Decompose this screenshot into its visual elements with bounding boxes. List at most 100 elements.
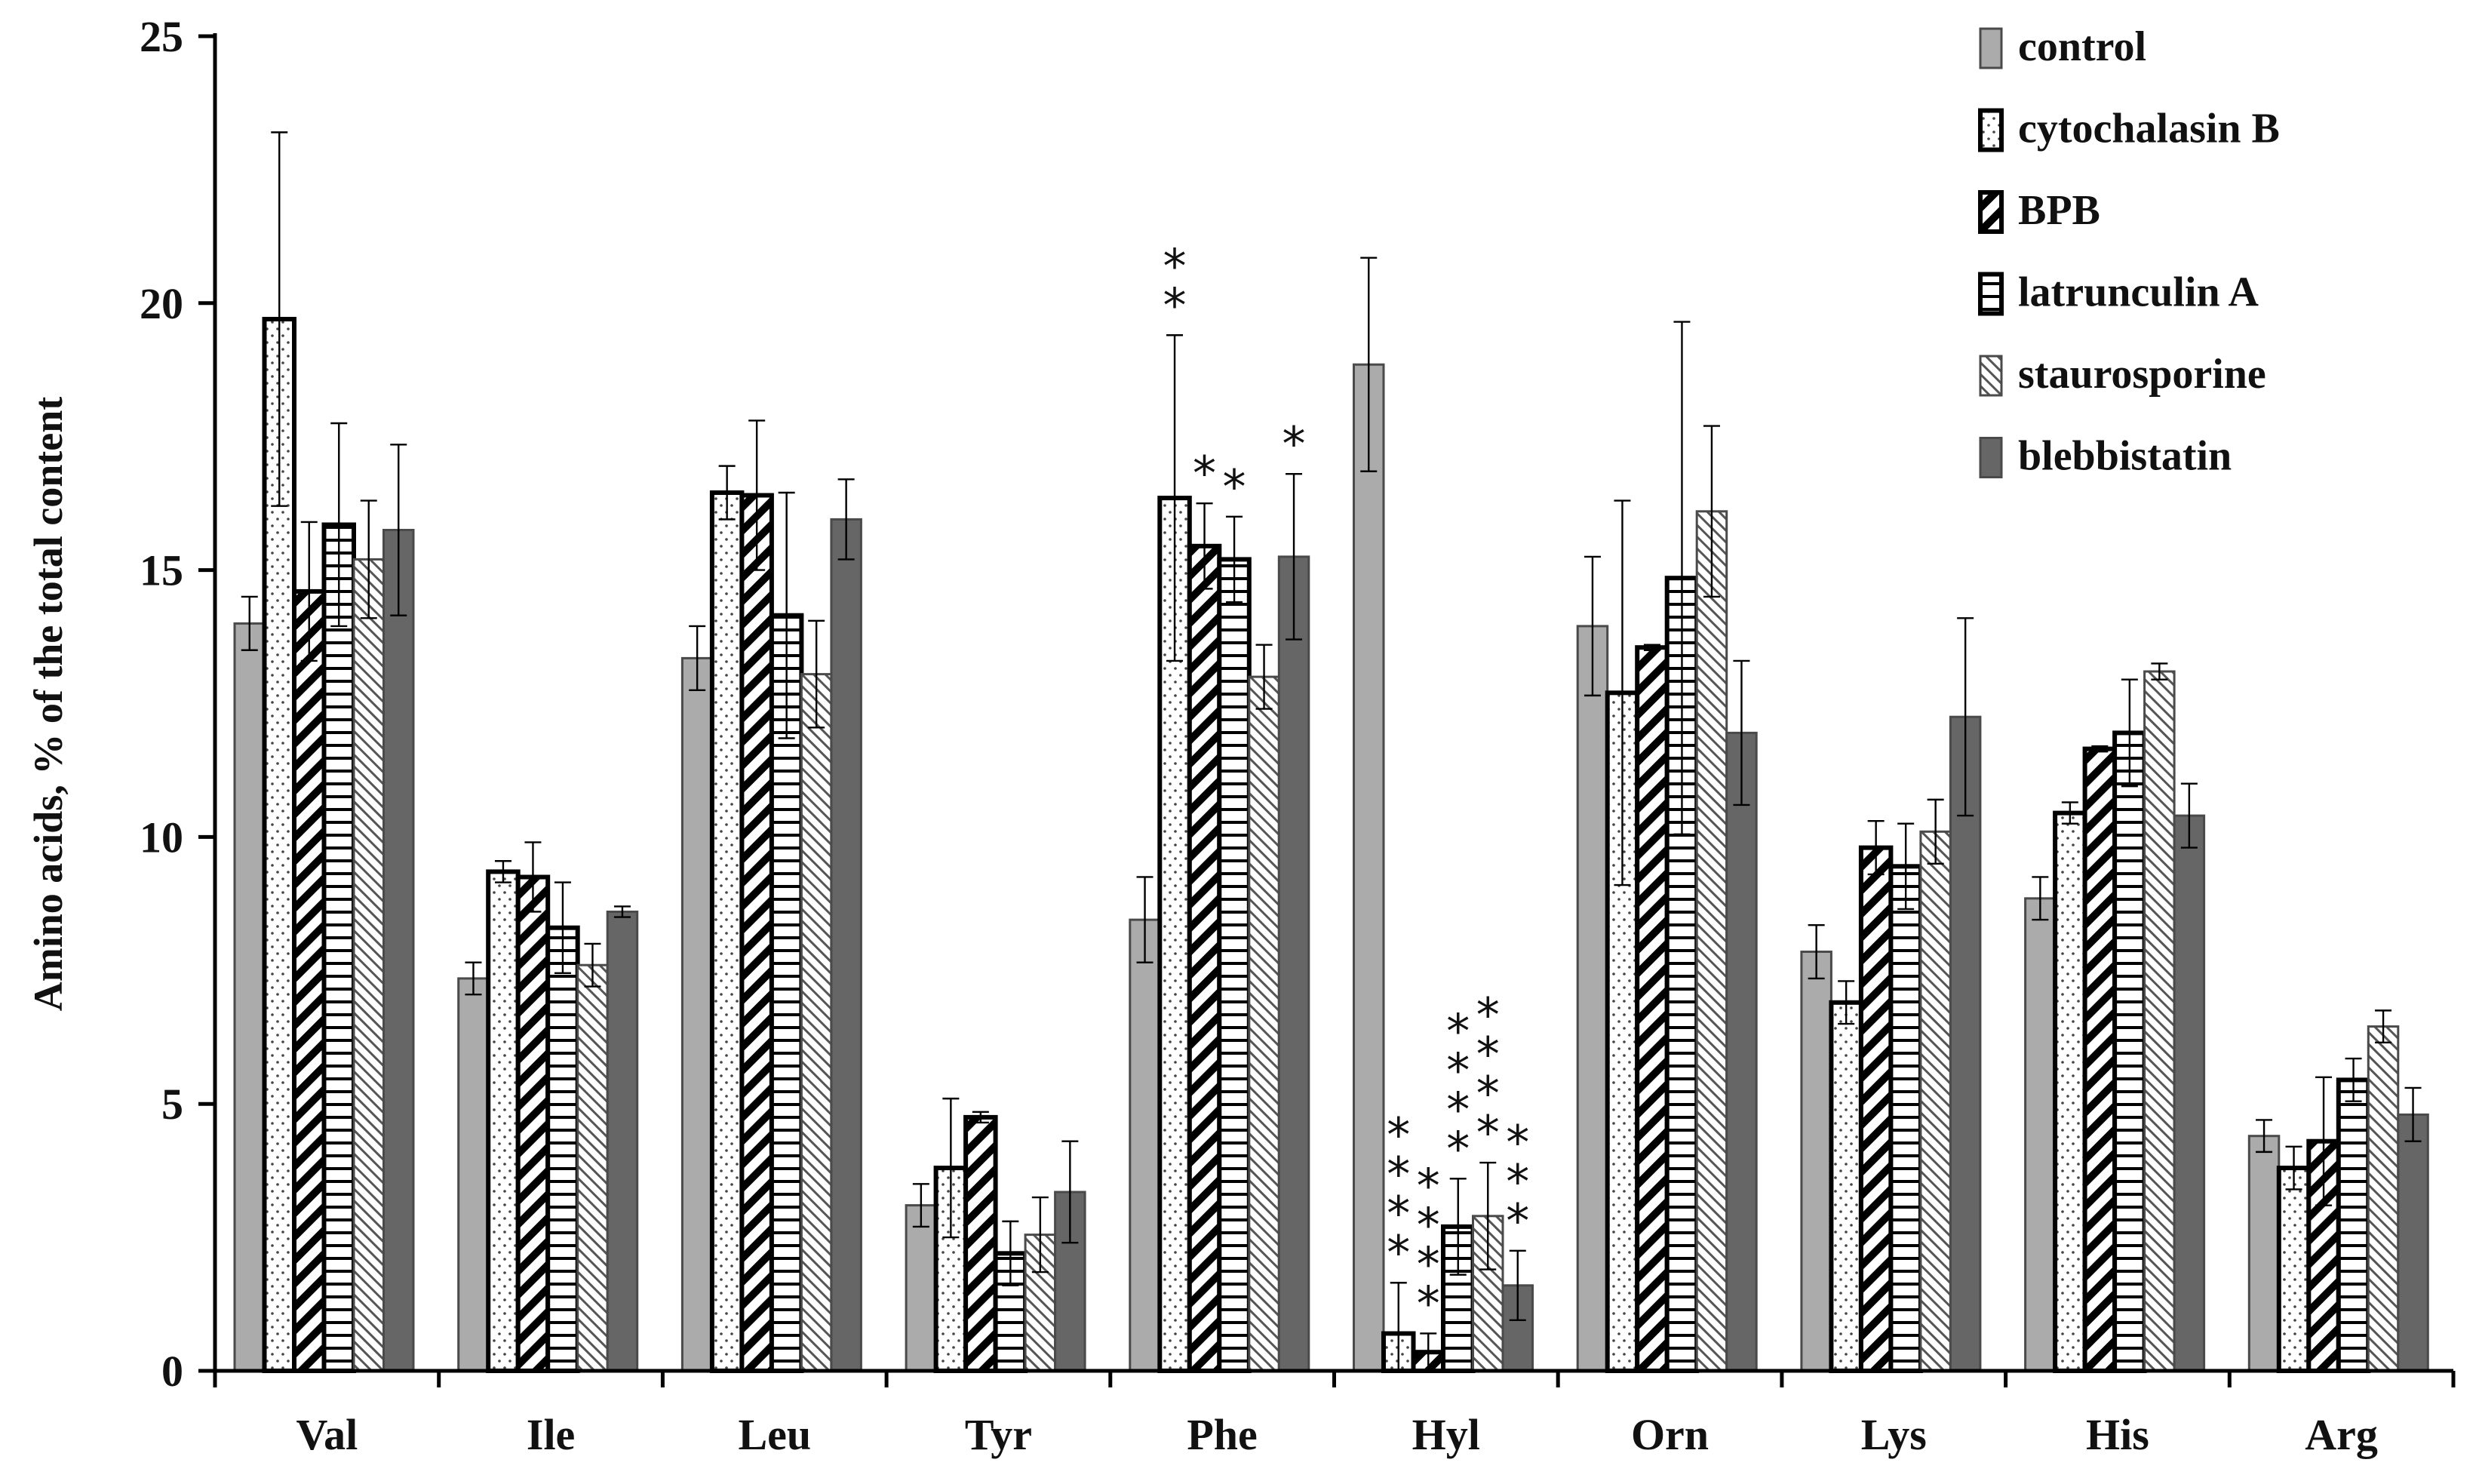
error-bar-ile-latrunculin-a xyxy=(554,881,571,975)
error-bar-orn-cytochalasin-b xyxy=(1614,499,1631,886)
error-bar-hyl-latrunculin-a xyxy=(1449,1178,1467,1276)
significance-asterisk: * xyxy=(1446,1082,1470,1137)
error-bar-lys-latrunculin-a xyxy=(1897,822,1915,911)
error-bar-lys-control xyxy=(1808,923,1825,980)
significance-asterisk: * xyxy=(1476,1027,1500,1082)
y-axis-title: Amino acids, % of the total content xyxy=(26,397,71,1011)
error-bar-his-cytochalasin-b xyxy=(2061,801,2078,825)
error-bar-tyr-control xyxy=(912,1183,929,1228)
legend-swatch-latrunculin-a xyxy=(1978,272,2004,316)
x-category-label-tyr: Tyr xyxy=(965,1410,1032,1459)
bar-val-control xyxy=(233,622,266,1372)
error-bar-hyl-blebbistatin xyxy=(1509,1249,1526,1321)
bar-arg-cytochalasin-b xyxy=(2276,1166,2312,1373)
significance-asterisk: * xyxy=(1476,1066,1500,1121)
error-bar-arg-staurosporine xyxy=(2375,1009,2392,1044)
bar-ile-control xyxy=(457,977,490,1372)
significance-asterisk: * xyxy=(1476,1105,1500,1160)
y-tick-label: 15 xyxy=(140,546,183,595)
bar-val-staurosporine xyxy=(352,558,385,1372)
bar-val-blebbistatin xyxy=(382,529,415,1372)
significance-asterisk: * xyxy=(1446,1043,1470,1098)
bar-arg-staurosporine xyxy=(2367,1025,2400,1372)
significance-asterisk: * xyxy=(1223,459,1246,515)
legend-swatch-staurosporine xyxy=(1979,355,2003,397)
bar-leu-bpb xyxy=(739,493,774,1373)
y-tick-label: 0 xyxy=(161,1347,183,1396)
bar-phe-control xyxy=(1129,918,1161,1372)
significance-asterisk: * xyxy=(1506,1154,1529,1209)
y-tick-label: 10 xyxy=(140,813,183,862)
x-category-label-arg: Arg xyxy=(2305,1410,2378,1459)
significance-asterisk: * xyxy=(1417,1159,1440,1214)
error-bar-ile-control xyxy=(465,961,482,996)
error-bar-lys-cytochalasin-b xyxy=(1838,980,1855,1025)
legend: control cytochalasin B BPB latrunculin A sta… xyxy=(1978,23,2280,480)
bar-leu-latrunculin-a xyxy=(769,613,804,1373)
x-category-label-lys: Lys xyxy=(1861,1410,1927,1459)
error-bar-tyr-staurosporine xyxy=(1031,1196,1049,1274)
error-bar-orn-blebbistatin xyxy=(1733,659,1750,807)
bar-lys-latrunculin-a xyxy=(1888,864,1923,1374)
bar-orn-bpb xyxy=(1635,645,1670,1373)
bar-ile-bpb xyxy=(515,874,551,1373)
bar-phe-staurosporine xyxy=(1248,675,1280,1372)
significance-asterisk: * xyxy=(1446,1121,1470,1176)
error-bar-his-bpb xyxy=(2091,745,2109,753)
error-bar-leu-bpb xyxy=(748,419,766,571)
legend-label-staurosporine: staurosporine xyxy=(2018,351,2266,398)
error-bar-his-blebbistatin xyxy=(2180,782,2198,849)
significance-asterisk: * xyxy=(1417,1277,1440,1332)
error-bar-leu-control xyxy=(689,625,706,692)
bar-ile-blebbistatin xyxy=(606,911,639,1372)
error-bar-arg-latrunculin-a xyxy=(2345,1057,2362,1102)
legend-swatch-control xyxy=(1979,27,2003,69)
bar-his-bpb xyxy=(2082,746,2118,1373)
error-bar-leu-blebbistatin xyxy=(837,478,855,561)
error-bar-arg-bpb xyxy=(2315,1076,2333,1206)
error-bar-val-control xyxy=(241,595,258,651)
significance-asterisk: * xyxy=(1446,1003,1470,1058)
y-tick-label: 5 xyxy=(161,1080,183,1129)
bar-his-cytochalasin-b xyxy=(2053,810,2087,1373)
x-category-label-orn: Orn xyxy=(1631,1410,1709,1459)
legend-label-cytochalasin-b: cytochalasin B xyxy=(2018,106,2280,152)
significance-asterisk: * xyxy=(1193,446,1216,501)
y-tick-label: 20 xyxy=(140,279,183,328)
legend-label-latrunculin-a: latrunculin A xyxy=(2018,269,2259,316)
x-category-label-ile: Ile xyxy=(527,1410,575,1459)
error-bar-his-latrunculin-a xyxy=(2121,678,2138,788)
bar-his-blebbistatin xyxy=(2173,814,2206,1372)
error-bar-ile-blebbistatin xyxy=(613,905,631,918)
bar-leu-control xyxy=(680,656,714,1372)
significance-asterisk: * xyxy=(1387,1108,1410,1163)
bar-ile-staurosporine xyxy=(576,963,609,1372)
error-bar-leu-staurosporine xyxy=(808,619,825,729)
bar-orn-staurosporine xyxy=(1695,510,1728,1372)
legend-swatch-cytochalasin-b xyxy=(1978,108,2004,152)
error-bar-leu-cytochalasin-b xyxy=(718,465,736,521)
legend-swatch-blebbistatin xyxy=(1979,437,2003,478)
significance-asterisk: * xyxy=(1163,238,1187,293)
error-bar-val-cytochalasin-b xyxy=(271,131,288,507)
significance-asterisk: * xyxy=(1476,988,1500,1043)
bar-hyl-control xyxy=(1353,363,1385,1372)
bar-tyr-bpb xyxy=(963,1114,998,1374)
bar-val-latrunculin-a xyxy=(321,522,356,1373)
error-bar-orn-bpb xyxy=(1643,644,1660,651)
error-bar-leu-latrunculin-a xyxy=(778,491,795,739)
error-bar-arg-cytochalasin-b xyxy=(2285,1145,2302,1191)
error-bar-val-latrunculin-a xyxy=(330,422,348,628)
significance-asterisk: * xyxy=(1417,1237,1440,1292)
bar-val-bpb xyxy=(292,588,327,1373)
error-bar-tyr-bpb xyxy=(972,1111,989,1124)
bar-leu-staurosporine xyxy=(800,673,833,1372)
error-bar-val-blebbistatin xyxy=(390,444,407,616)
error-bar-tyr-latrunculin-a xyxy=(1002,1220,1019,1286)
bar-leu-cytochalasin-b xyxy=(709,490,745,1373)
bar-his-latrunculin-a xyxy=(2112,730,2147,1373)
error-bar-phe-latrunculin-a xyxy=(1226,515,1243,604)
bar-phe-latrunculin-a xyxy=(1217,557,1252,1373)
